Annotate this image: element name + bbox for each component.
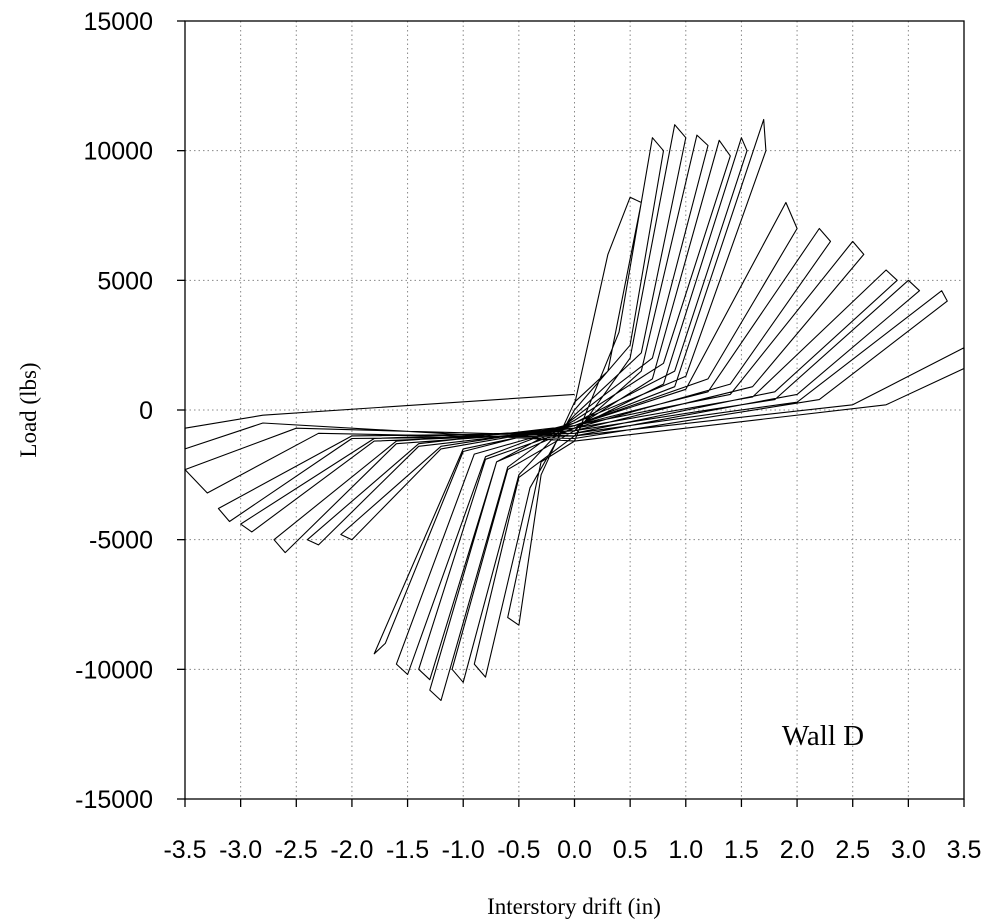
x-tick-label: 3.5: [947, 836, 982, 864]
wall-annotation: Wall D: [782, 720, 864, 752]
x-tick-label: 2.0: [780, 836, 815, 864]
x-tick-label: 1.5: [724, 836, 759, 864]
x-tick-label: -3.0: [219, 836, 262, 864]
x-tick-label: 3.0: [891, 836, 926, 864]
x-tick-label: 0.0: [557, 836, 592, 864]
x-tick-label: -3.5: [163, 836, 206, 864]
grid-lines: [185, 21, 964, 799]
x-tick-label: -0.5: [497, 836, 540, 864]
hysteresis-curve: [184, 118, 965, 702]
x-tick-label: -1.0: [442, 836, 485, 864]
y-axis-title: Load (lbs): [16, 362, 41, 457]
x-tick-label: -1.5: [386, 836, 429, 864]
x-tick-label: 2.5: [835, 836, 870, 864]
y-tick-labels: 15000 10000 5000 0 -5000 -10000 -15000: [75, 8, 153, 814]
x-tick-label: 1.0: [668, 836, 703, 864]
y-tick-label: -10000: [75, 656, 153, 684]
y-tick-label: -5000: [89, 527, 153, 555]
x-tick-labels: -3.5 -3.0 -2.5 -2.0 -1.5 -1.0 -0.5 0.0 0.5 1.0 1.5…: [163, 836, 981, 864]
y-tick-label: -15000: [75, 786, 153, 814]
x-tick-label: 0.5: [613, 836, 648, 864]
x-tick-label: -2.5: [275, 836, 318, 864]
y-tick-label: 10000: [83, 138, 153, 166]
x-axis-title: Interstory drift (in): [487, 894, 661, 919]
axis-ticks: [177, 20, 965, 807]
data-series: [184, 118, 965, 702]
y-tick-label: 0: [139, 397, 153, 425]
y-tick-label: 15000: [83, 8, 153, 36]
y-tick-label: 5000: [97, 267, 153, 295]
x-tick-label: -2.0: [330, 836, 373, 864]
